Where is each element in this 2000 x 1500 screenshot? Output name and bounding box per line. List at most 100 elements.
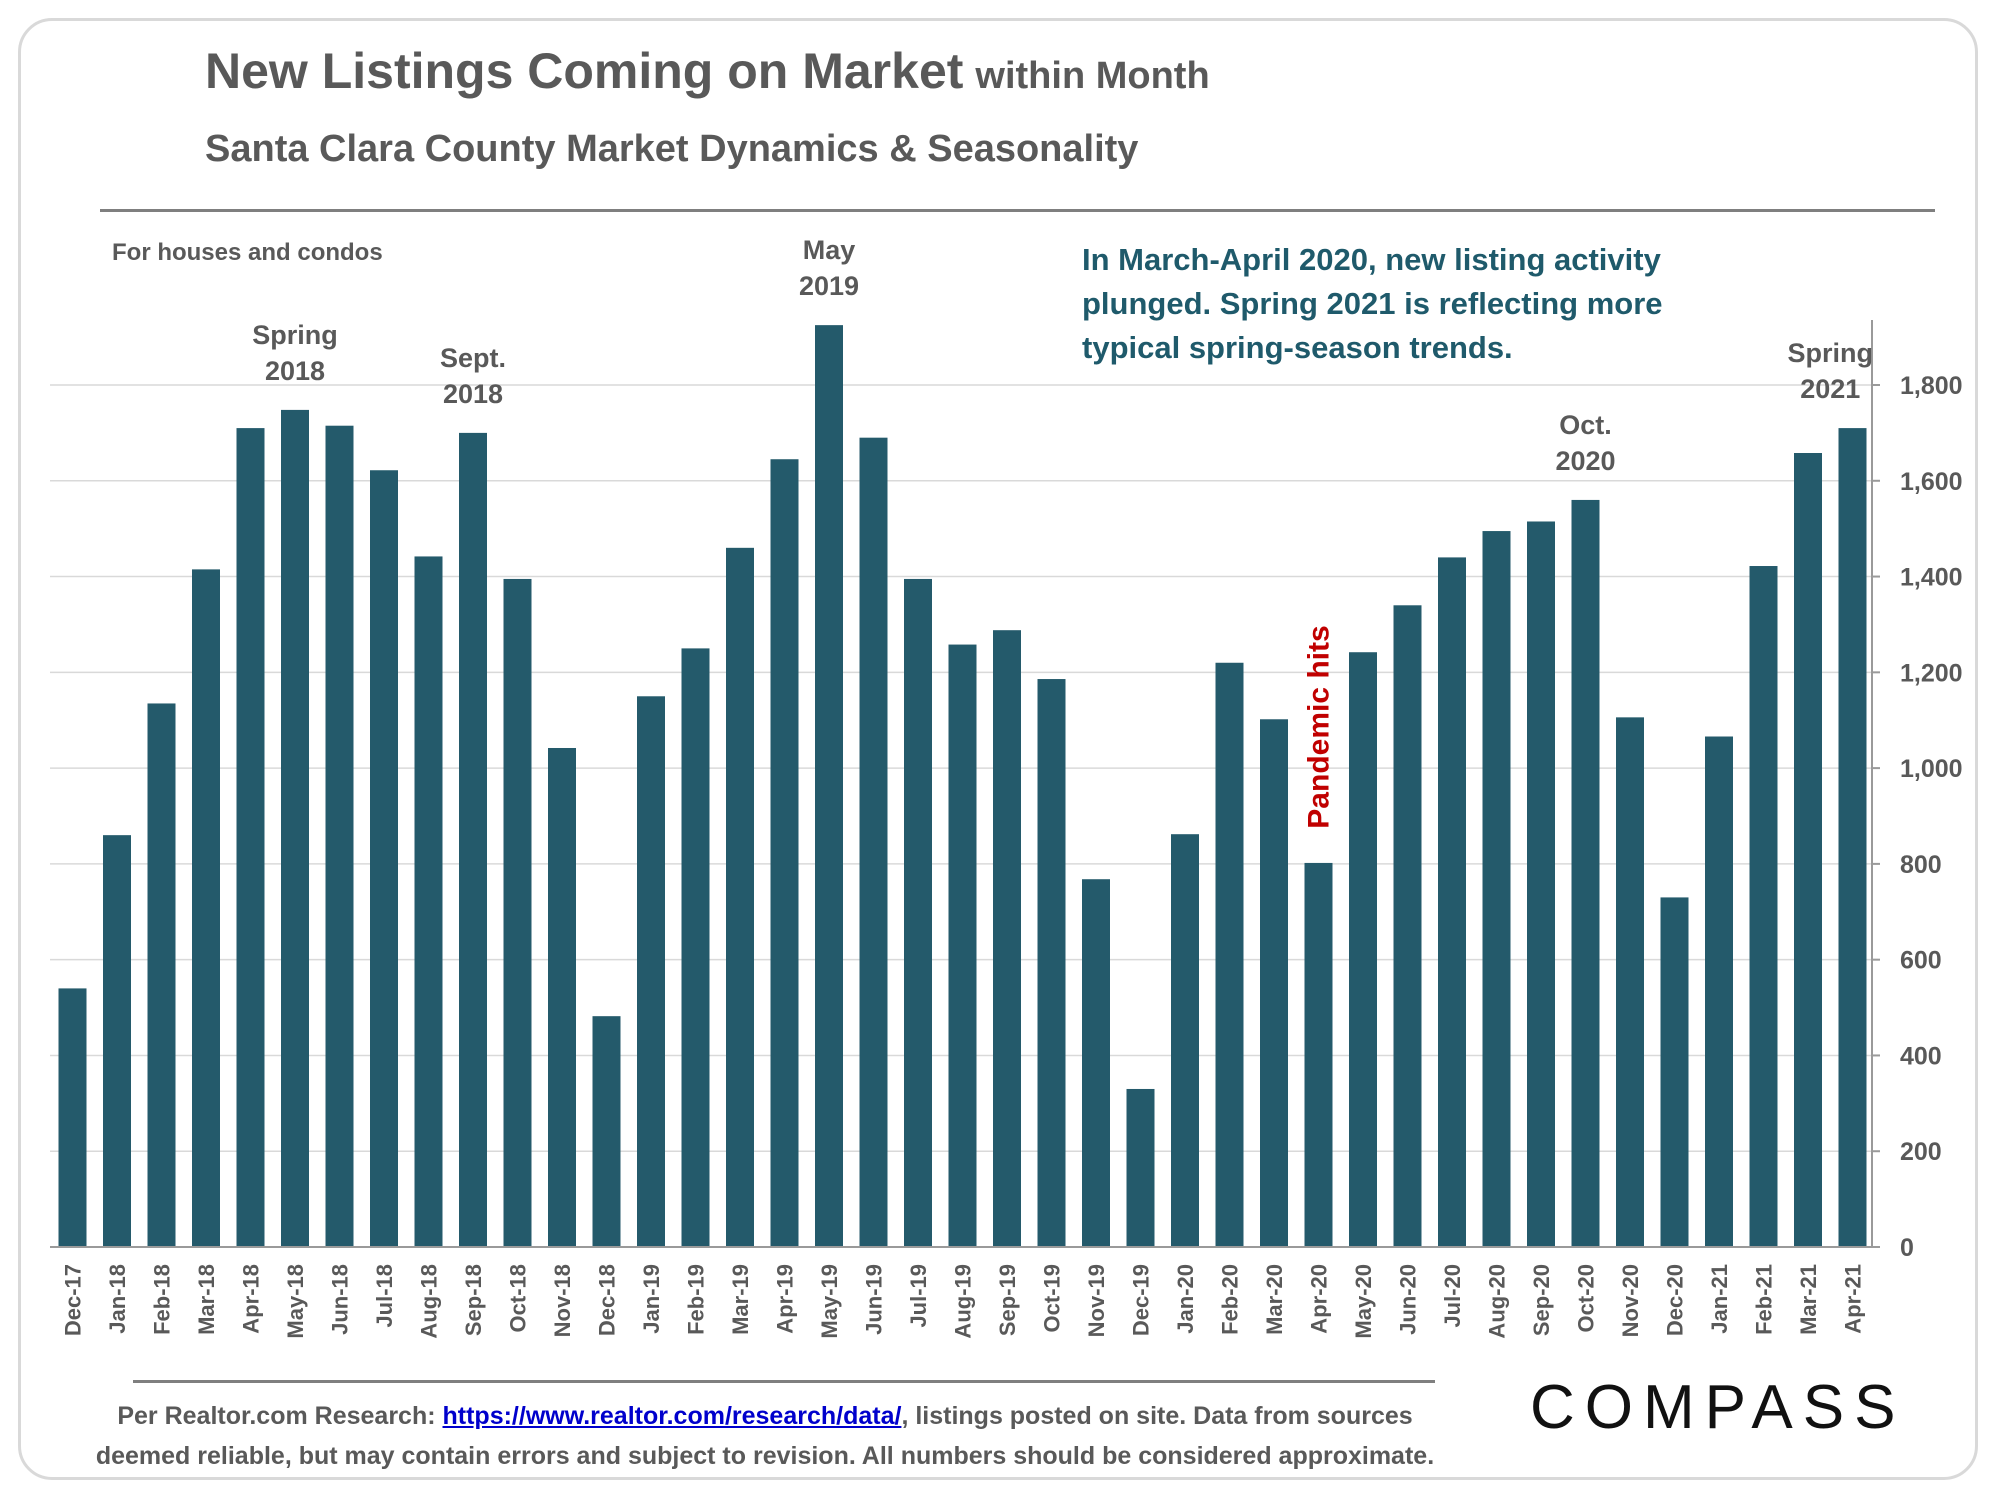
- y-tick-label: 600: [1900, 947, 1942, 975]
- x-tick-label: May-19: [817, 1264, 842, 1339]
- x-tick-label: Mar-19: [728, 1264, 753, 1335]
- bar: [281, 409, 309, 1247]
- bar: [503, 578, 532, 1247]
- bar: [147, 703, 176, 1247]
- bar: [904, 578, 932, 1247]
- callout-line: typical spring-season trends.: [1082, 330, 1513, 365]
- y-tick-label: 1,200: [1900, 659, 1963, 687]
- x-tick-label: Oct-20: [1574, 1264, 1599, 1332]
- bar: [592, 1016, 621, 1247]
- bar: [859, 437, 888, 1248]
- bar: [1349, 652, 1377, 1247]
- callout-line: plunged. Spring 2021 is reflecting more: [1082, 286, 1663, 321]
- peak-annotation-line1: May: [803, 235, 856, 265]
- peak-annotation-line1: Sept.: [440, 343, 506, 373]
- y-tick-label: 1,600: [1900, 468, 1963, 496]
- bar: [1616, 717, 1644, 1247]
- source-link[interactable]: https://www.realtor.com/research/data/: [442, 1402, 902, 1430]
- x-tick-label: Nov-18: [550, 1264, 575, 1337]
- page-title: New Listings Coming on Market within Mont…: [205, 42, 1210, 100]
- peak-annotation-line1: Spring: [1788, 338, 1874, 368]
- chart-note: For houses and condos: [112, 239, 383, 266]
- bar: [993, 630, 1021, 1247]
- bar: [548, 747, 576, 1247]
- x-tick-label: Mar-21: [1796, 1264, 1821, 1335]
- bar: [1393, 605, 1422, 1247]
- peak-annotation-line1: Oct.: [1559, 410, 1612, 440]
- source-note: Per Realtor.com Research: https://www.re…: [95, 1396, 1435, 1476]
- bar: [1660, 897, 1689, 1247]
- title-suffix: within Month: [975, 55, 1210, 97]
- y-tick-label: 800: [1900, 851, 1942, 879]
- bar: [1571, 499, 1600, 1247]
- bar: [1482, 531, 1511, 1247]
- title-main: New Listings Coming on Market: [205, 43, 964, 99]
- bar: [637, 696, 665, 1247]
- peak-annotation-line2: 2020: [1555, 446, 1615, 476]
- source-rest: , listings posted on site. Data from sou…: [95, 1402, 1435, 1470]
- y-tick-label: 400: [1900, 1042, 1942, 1070]
- x-tick-label: Aug-19: [951, 1264, 976, 1339]
- bar: [1705, 736, 1733, 1247]
- x-tick-label: Jul-20: [1440, 1264, 1465, 1328]
- bar: [103, 835, 131, 1247]
- x-tick-label: Jun-18: [328, 1264, 353, 1335]
- bar: [414, 556, 443, 1247]
- bar: [1838, 428, 1867, 1248]
- page-subtitle: Santa Clara County Market Dynamics & Sea…: [205, 128, 1139, 170]
- x-tick-label: Aug-20: [1485, 1264, 1510, 1339]
- bar: [1126, 1088, 1155, 1247]
- x-tick-label: Nov-20: [1618, 1264, 1643, 1337]
- bar: [1171, 834, 1199, 1247]
- callout-line: In March-April 2020, new listing activit…: [1082, 242, 1662, 277]
- x-tick-label: Feb-20: [1218, 1264, 1243, 1335]
- bar: [325, 425, 354, 1247]
- peak-annotation-line2: 2018: [443, 379, 503, 409]
- x-tick-label: Mar-18: [194, 1264, 219, 1335]
- bar: [1082, 879, 1110, 1247]
- y-tick-label: 200: [1900, 1138, 1942, 1166]
- y-tick-label: 1,000: [1900, 755, 1963, 783]
- x-tick-label: Dec-17: [61, 1264, 86, 1336]
- x-tick-label: Jan-20: [1173, 1264, 1198, 1334]
- x-tick-label: Jun-20: [1396, 1264, 1421, 1335]
- y-tick-label: 1,400: [1900, 564, 1963, 592]
- compass-logo: COMPASS: [1530, 1373, 1906, 1442]
- y-tick-label: 1,800: [1900, 372, 1963, 400]
- x-tick-label: Feb-19: [684, 1264, 709, 1335]
- peak-annotation-line2: 2021: [1800, 374, 1860, 404]
- bar: [1260, 719, 1288, 1247]
- bar: [192, 569, 220, 1247]
- x-tick-label: Nov-19: [1084, 1264, 1109, 1337]
- x-tick-label: Jan-18: [105, 1264, 130, 1334]
- bar: [815, 325, 843, 1247]
- x-tick-label: May-18: [283, 1264, 308, 1339]
- peak-annotation-line2: 2018: [265, 356, 325, 386]
- bar: [726, 547, 754, 1247]
- x-tick-label: Feb-21: [1752, 1264, 1777, 1335]
- x-tick-label: May-20: [1351, 1264, 1376, 1339]
- x-tick-label: Apr-20: [1307, 1264, 1332, 1334]
- x-tick-label: Jan-19: [639, 1264, 664, 1334]
- x-tick-label: Apr-21: [1841, 1264, 1866, 1334]
- x-tick-label: Jul-18: [372, 1264, 397, 1328]
- x-tick-label: Jul-19: [906, 1264, 931, 1328]
- bar: [58, 988, 87, 1247]
- bar: [1749, 566, 1778, 1247]
- x-tick-label: Aug-18: [417, 1264, 442, 1339]
- y-tick-label: 0: [1900, 1234, 1914, 1262]
- bar: [1215, 662, 1244, 1247]
- bar: [1527, 521, 1555, 1247]
- pandemic-label: Pandemic hits: [1303, 625, 1336, 828]
- x-tick-label: Oct-19: [1040, 1264, 1065, 1332]
- bar: [370, 470, 398, 1248]
- footer-divider: [133, 1380, 1435, 1383]
- peak-annotation-line1: Spring: [252, 320, 338, 350]
- bar: [948, 644, 977, 1247]
- bar: [459, 432, 487, 1247]
- x-tick-label: Jun-19: [862, 1264, 887, 1335]
- x-tick-label: Sep-19: [995, 1264, 1020, 1336]
- x-tick-label: Apr-19: [773, 1264, 798, 1334]
- bar: [1304, 862, 1333, 1247]
